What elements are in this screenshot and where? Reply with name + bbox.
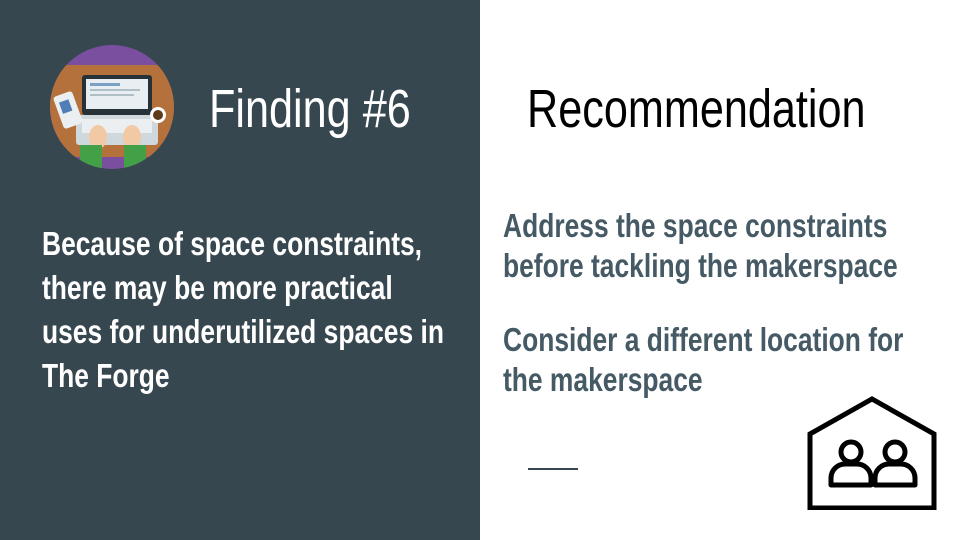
recommendation-item: Consider a different location for the ma… [503, 320, 903, 400]
recommendation-panel [480, 0, 960, 540]
recommendation-line: the makerspace [503, 361, 703, 398]
divider [528, 468, 578, 470]
finding-body: Because of space constraints, there may … [42, 222, 444, 398]
finding-body-line: uses for underutilized spaces in [42, 313, 444, 350]
finding-title: Finding #6 [209, 79, 411, 139]
recommendation-title: Recommendation [527, 79, 866, 139]
recommendation-line: Consider a different location for [503, 321, 904, 358]
recommendation-line: Address the space constraints [503, 207, 888, 244]
recommendation-item: Address the space constraints before tac… [503, 206, 898, 286]
finding-panel: Finding #6 Because of space constraints,… [0, 0, 480, 540]
finding-body-line: Because of space constraints, [42, 225, 423, 262]
finding-body-line: there may be more practical [42, 269, 393, 306]
finding-body-line: The Forge [42, 357, 170, 394]
recommendation-line: before tackling the makerspace [503, 247, 898, 284]
house-people-icon [807, 396, 937, 510]
laptop-desk-illustration [50, 45, 174, 169]
